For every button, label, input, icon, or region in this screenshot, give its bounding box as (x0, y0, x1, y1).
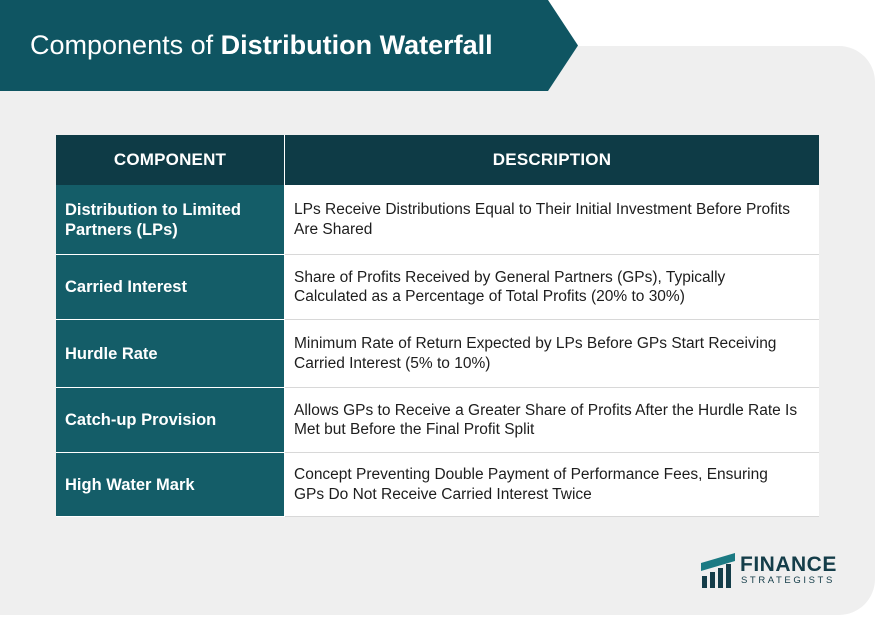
title-regular: Components of (30, 30, 221, 60)
component-cell: Carried Interest (56, 254, 285, 320)
description-cell: Allows GPs to Receive a Greater Share of… (284, 387, 819, 453)
title-bold: Distribution Waterfall (220, 30, 493, 60)
logo-text-strategists: STRATEGISTS (741, 575, 835, 586)
table-row: Carried Interest Share of Profits Receiv… (56, 254, 819, 320)
component-cell: High Water Mark (56, 452, 285, 517)
column-header-component: COMPONENT (56, 135, 285, 185)
table-header-row: COMPONENT DESCRIPTION (56, 135, 819, 185)
description-cell: Concept Preventing Double Payment of Per… (284, 452, 819, 517)
component-cell: Distribution to Limited Partners (LPs) (56, 185, 285, 255)
table-row: Catch-up Provision Allows GPs to Receive… (56, 387, 819, 453)
finance-strategists-logo: FINANCE STRATEGISTS (700, 552, 837, 588)
components-table: COMPONENT DESCRIPTION Distribution to Li… (56, 135, 819, 517)
description-cell: Minimum Rate of Return Expected by LPs B… (284, 319, 819, 388)
logo-text-finance: FINANCE (740, 553, 837, 576)
finance-strategists-logo-icon (701, 553, 735, 588)
description-cell: LPs Receive Distributions Equal to Their… (284, 185, 819, 255)
table-row: Distribution to Limited Partners (LPs) L… (56, 185, 819, 255)
title-banner: Components of Distribution Waterfall (0, 0, 578, 91)
banner-shape (0, 0, 578, 91)
table-row: High Water Mark Concept Preventing Doubl… (56, 452, 819, 517)
component-cell: Catch-up Provision (56, 387, 285, 453)
page-title: Components of Distribution Waterfall (30, 0, 493, 91)
table-row: Hurdle Rate Minimum Rate of Return Expec… (56, 319, 819, 388)
description-cell: Share of Profits Received by General Par… (284, 254, 819, 320)
column-header-description: DESCRIPTION (284, 135, 819, 185)
component-cell: Hurdle Rate (56, 319, 285, 388)
